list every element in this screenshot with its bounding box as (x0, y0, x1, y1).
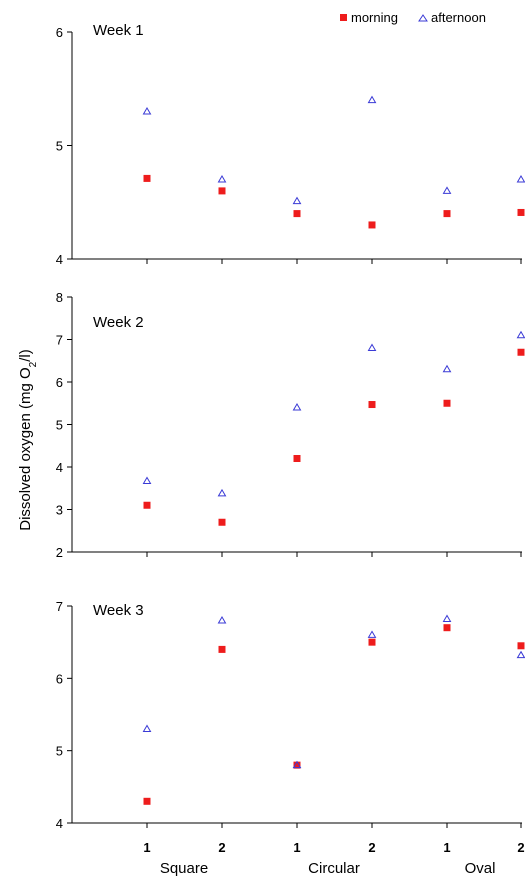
group-label-circular: Circular (308, 860, 360, 877)
y-tick-label: 3 (56, 503, 63, 518)
legend: morning afternoon (340, 10, 486, 25)
point-afternoon (367, 630, 377, 638)
point-morning (368, 638, 376, 646)
x-category-label: 2 (517, 840, 524, 855)
x-category-labels: 1 2 1 2 1 2 (143, 840, 524, 855)
y-tick-label: 7 (56, 333, 63, 348)
x-category-label: 2 (218, 840, 225, 855)
panel-title: Week 3 (93, 602, 144, 619)
point-morning (517, 348, 525, 356)
legend-marker-morning (340, 14, 347, 21)
point-afternoon (142, 476, 152, 485)
point-afternoon (516, 175, 525, 183)
point-morning (517, 642, 525, 650)
point-afternoon (142, 106, 152, 115)
y-tick-label: 6 (56, 375, 63, 390)
point-afternoon (367, 95, 377, 104)
legend-marker-afternoon (418, 14, 428, 22)
legend-label-afternoon: afternoon (431, 10, 486, 25)
group-label-oval: Oval (465, 860, 496, 877)
x-group-labels: Square Circular Oval (160, 860, 496, 877)
y-tick-label: 5 (56, 418, 63, 433)
point-morning (443, 624, 451, 632)
point-morning (143, 501, 151, 509)
y-tick-label: 7 (56, 599, 63, 614)
panel-week-2: Week 2 2 3 4 5 6 7 8 (56, 290, 525, 560)
chart-panels: Week 1 4 5 6 Week 2 2 3 4 5 6 7 8 Week 3 4 5 6 7 (56, 22, 525, 831)
point-morning (218, 187, 226, 195)
point-morning (143, 174, 151, 182)
x-category-label: 1 (443, 840, 450, 855)
y-tick-label: 4 (56, 816, 63, 831)
y-tick-label: 4 (56, 252, 63, 267)
point-morning (218, 518, 226, 526)
y-tick-label: 4 (56, 460, 63, 475)
point-afternoon (442, 186, 452, 194)
panel-title: Week 2 (93, 314, 144, 331)
x-category-label: 2 (368, 840, 375, 855)
y-tick-label: 5 (56, 744, 63, 759)
point-morning (368, 401, 376, 409)
point-afternoon (367, 343, 377, 351)
point-afternoon (516, 330, 525, 339)
x-category-label: 1 (293, 840, 300, 855)
panel-week-3: Week 3 4 5 6 7 (56, 599, 525, 831)
y-tick-label: 6 (56, 25, 63, 40)
point-morning (218, 645, 226, 653)
panel-week-1: Week 1 4 5 6 (56, 22, 525, 267)
point-morning (368, 221, 376, 229)
point-morning (143, 797, 151, 805)
y-tick-label: 2 (56, 545, 63, 560)
point-afternoon (217, 615, 227, 624)
point-afternoon (442, 614, 452, 623)
point-morning (443, 399, 451, 407)
panel-title: Week 1 (93, 22, 144, 39)
point-morning (293, 455, 301, 462)
y-tick-label: 6 (56, 671, 63, 686)
legend-label-morning: morning (351, 10, 398, 25)
point-morning (293, 210, 301, 218)
point-afternoon (217, 175, 227, 183)
group-label-square: Square (160, 860, 208, 877)
point-afternoon (142, 724, 152, 732)
y-tick-label: 5 (56, 139, 63, 154)
point-afternoon (292, 403, 302, 411)
point-afternoon (442, 364, 452, 373)
y-axis-label: Dissolved oxygen (mg O2/l) (17, 349, 39, 530)
point-morning (293, 761, 301, 769)
point-afternoon (516, 650, 525, 659)
point-morning (517, 208, 525, 216)
x-category-label: 1 (143, 840, 150, 855)
point-afternoon (217, 488, 227, 497)
point-afternoon (292, 760, 302, 769)
point-afternoon (292, 196, 302, 205)
point-morning (443, 210, 451, 218)
y-tick-label: 8 (56, 290, 63, 305)
